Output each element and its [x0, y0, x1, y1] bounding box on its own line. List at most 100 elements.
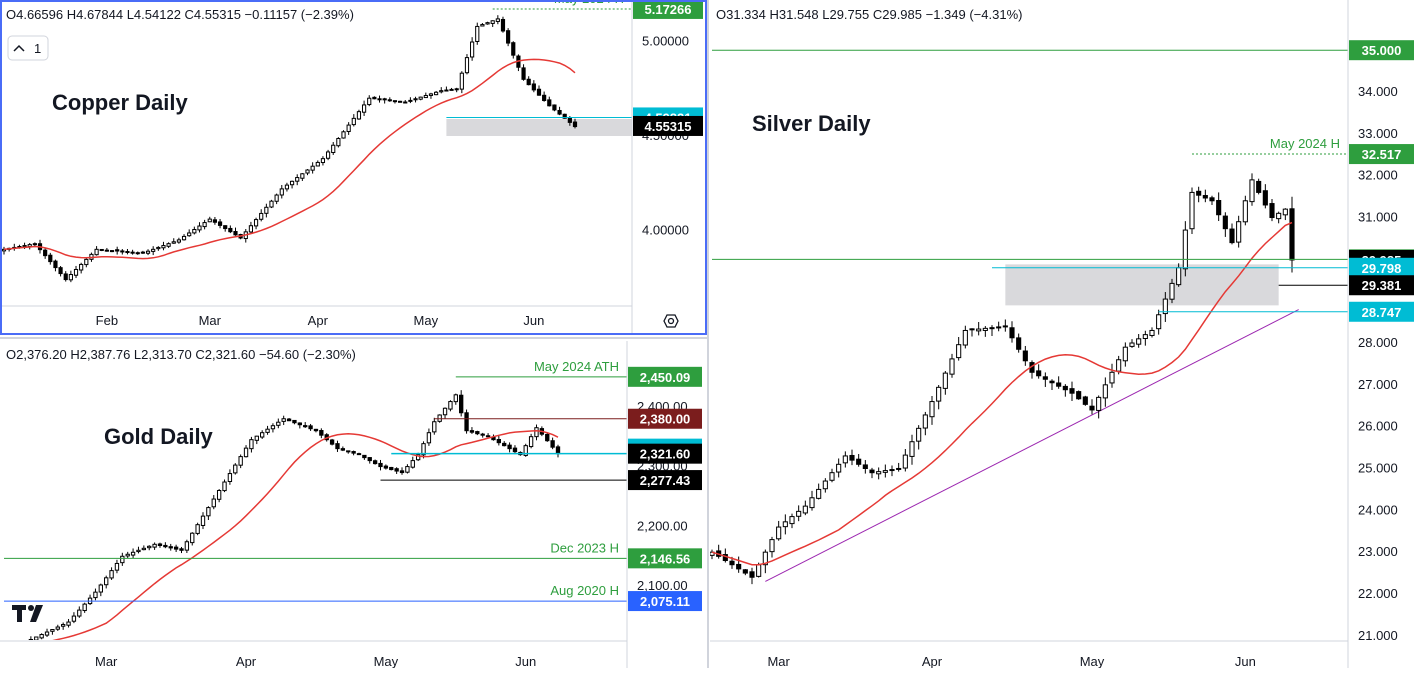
gold-candle-body — [147, 545, 152, 549]
copper-candle-body — [53, 260, 58, 269]
copper-candle-body — [454, 88, 459, 91]
silver-chart-panel: May 2024 H 34.000 33.000 32.000 31.000 28.000… — [710, 0, 1417, 669]
copper-candle-body — [269, 200, 274, 208]
copper-candle-body — [572, 121, 578, 128]
copper-candle-body — [300, 173, 305, 179]
silver-candle-body — [1076, 391, 1082, 400]
gold-candle-body — [464, 412, 469, 432]
gold-candle-body — [528, 436, 534, 448]
copper-candle-body — [1, 248, 7, 252]
gold-candle-body — [335, 443, 340, 450]
silver-candle-body — [1036, 370, 1042, 377]
silver-candle-body — [809, 497, 815, 509]
silver-price-tag-label: 29.798 — [1362, 261, 1402, 276]
copper-candle-body — [171, 241, 176, 244]
gold-candle-body — [200, 515, 206, 526]
copper-candle-body — [161, 245, 166, 249]
silver-candle-body — [802, 505, 808, 514]
gold-candle-body — [502, 442, 507, 447]
copper-price-axis-bg — [632, 0, 706, 306]
copper-candle-body — [547, 99, 552, 107]
copper-y-tick-label: 4.00000 — [642, 222, 689, 237]
silver-y-tick-label: 32.000 — [1358, 168, 1398, 183]
silver-y-tick-label: 34.000 — [1358, 84, 1398, 99]
silver-candle-body — [849, 454, 855, 461]
copper-price-tag — [633, 115, 703, 136]
gold-price-tag-label: 2,380.00 — [640, 412, 691, 427]
copper-candle-body — [434, 91, 439, 96]
gear-outline — [663, 314, 679, 328]
silver-price-tag — [1349, 275, 1414, 296]
legend-toggle-button[interactable]: 1 — [7, 35, 49, 61]
gold-candle-body — [243, 447, 249, 458]
silver-candle-body — [936, 386, 942, 402]
gold-candle-body — [28, 639, 34, 640]
copper-candle-body — [284, 184, 290, 190]
silver-candle-body — [909, 441, 915, 457]
gold-candle-body — [254, 435, 259, 441]
gold-candle-body — [480, 433, 485, 436]
copper-candle-body — [63, 273, 68, 281]
copper-candle-body — [176, 239, 181, 243]
silver-candle-body — [1282, 208, 1288, 216]
copper-candle-body — [279, 188, 284, 196]
copper-candle-body — [181, 235, 187, 241]
copper-candle-body — [68, 274, 73, 281]
silver-candle-body — [1096, 396, 1102, 411]
copper-candle-body — [145, 250, 151, 254]
silver-y-tick-label: 24.000 — [1358, 502, 1398, 517]
settings-gear-icon[interactable] — [663, 314, 679, 328]
gold-price-tag-label: 2,321.60 — [640, 447, 691, 462]
gold-candle-body — [378, 462, 383, 468]
copper-candle-body — [464, 57, 470, 74]
copper-candle-body — [459, 72, 464, 90]
gold-candle-body — [297, 422, 302, 426]
copper-candle-body — [212, 219, 218, 223]
copper-candle-body — [320, 158, 326, 164]
copper-candle-body — [470, 41, 475, 58]
gold-candle-body — [34, 636, 39, 640]
copper-candle-body — [392, 100, 398, 103]
silver-candle-body — [1056, 382, 1062, 387]
gold-candle-body — [405, 466, 410, 473]
silver-candle-body — [1169, 282, 1175, 300]
copper-chart-title: Copper Daily — [52, 90, 188, 115]
silver-candle-body — [1082, 396, 1088, 405]
silver-plot-area — [710, 49, 1348, 585]
silver-candle-body — [962, 329, 968, 346]
silver-candle-body — [1182, 229, 1188, 270]
copper-candle-body — [197, 225, 202, 231]
copper-candle-body — [310, 165, 315, 171]
copper-candle-body — [104, 249, 109, 252]
chevron-up-icon — [13, 44, 25, 52]
gold-candle-body — [39, 634, 44, 639]
legend-toggle-box — [7, 35, 49, 61]
copper-panel-active-border — [0, 0, 707, 335]
copper-candle-body — [485, 22, 490, 25]
silver-candle-body — [1049, 380, 1055, 384]
gold-y-tick-label: 2,100.00 — [637, 578, 688, 593]
copper-candle-body — [217, 221, 223, 226]
gold-candle-body — [13, 647, 16, 649]
silver-trendline — [765, 309, 1299, 582]
gold-candle-body — [389, 466, 394, 471]
copper-price-tag — [633, 0, 703, 19]
gold-candle-body — [18, 644, 21, 647]
gold-y-tick-label: 2,200.00 — [637, 518, 688, 533]
gold-candle-body — [265, 428, 270, 433]
silver-candle-body — [896, 467, 902, 470]
gold-candle-body — [399, 470, 405, 474]
gold-price-tag-label: 2,146.56 — [640, 551, 691, 566]
copper-x-tick-label: Jun — [523, 313, 544, 328]
gold-candle-body — [319, 430, 324, 436]
silver-candle-body — [822, 480, 828, 490]
gold-candle-body — [190, 532, 195, 544]
gold-candle-body — [545, 433, 550, 442]
silver-candle-body — [742, 569, 748, 574]
gold-candle-body — [249, 439, 254, 450]
gold-candle-body — [555, 446, 561, 455]
silver-y-tick-label: 28.000 — [1358, 335, 1398, 350]
copper-candle-body — [367, 97, 372, 106]
silver-candle-body — [756, 564, 762, 577]
